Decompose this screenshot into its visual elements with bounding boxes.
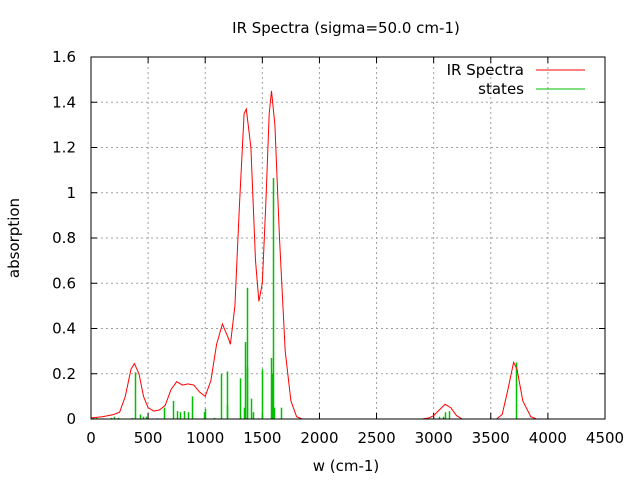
states-series	[92, 178, 518, 419]
legend-label-states: states	[478, 80, 524, 98]
y-tick-label: 0	[66, 410, 76, 428]
y-tick-label: 0.8	[52, 229, 76, 247]
y-tick-label: 1.2	[52, 139, 76, 157]
y-tick-label: 0.6	[52, 274, 76, 292]
x-tick-label: 2000	[300, 429, 338, 447]
y-tick-label: 0.4	[52, 320, 76, 338]
x-tick-label: 1000	[186, 429, 224, 447]
x-tick-label: 4000	[529, 429, 567, 447]
x-tick-labels: 0 500 1000 1500 2000 2500 3000 3500 4000 4500	[86, 429, 624, 447]
x-tick-label: 1500	[243, 429, 281, 447]
y-tick-label: 0.2	[52, 365, 76, 383]
x-tick-label: 2500	[357, 429, 395, 447]
x-tick-label: 0	[86, 429, 96, 447]
x-tick-label: 3000	[415, 429, 453, 447]
plot-border	[90, 56, 606, 420]
x-axis-label: w (cm-1)	[313, 457, 380, 475]
chart-title: IR Spectra (sigma=50.0 cm-1)	[232, 19, 460, 37]
ir-spectra-line	[90, 90, 605, 420]
y-tick-label: 1.6	[52, 48, 76, 66]
y-axis-label: absorption	[5, 198, 23, 278]
x-tick-label: 500	[134, 429, 163, 447]
legend-label-ir-spectra: IR Spectra	[447, 61, 524, 79]
y-tick-labels: 0 0.2 0.4 0.6 0.8 1 1.2 1.4 1.6	[52, 48, 76, 428]
grid	[91, 57, 605, 419]
y-tick-label: 1.4	[52, 93, 76, 111]
y-tick-label: 1	[66, 184, 76, 202]
legend: IR Spectra states	[447, 61, 585, 98]
x-tick-label: 3500	[472, 429, 510, 447]
x-tick-label: 4500	[586, 429, 624, 447]
